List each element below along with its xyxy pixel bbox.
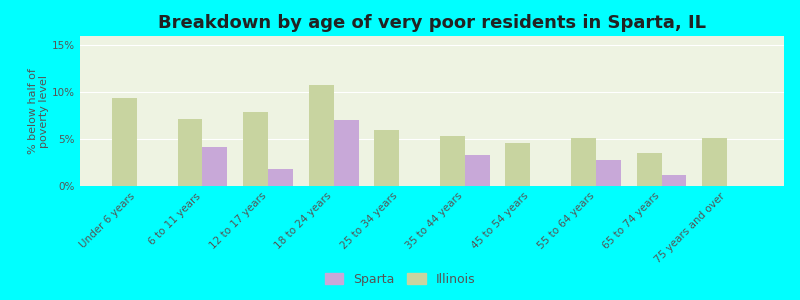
Bar — [309, 85, 334, 186]
Bar — [571, 138, 596, 186]
Bar — [465, 155, 490, 186]
Bar — [334, 120, 358, 186]
Bar — [112, 98, 137, 186]
Bar — [440, 136, 465, 186]
Y-axis label: % below half of
poverty level: % below half of poverty level — [28, 68, 50, 154]
Bar — [268, 169, 293, 186]
Bar — [662, 175, 686, 186]
Bar — [637, 153, 662, 186]
Bar — [596, 160, 621, 186]
Bar — [374, 130, 399, 186]
Bar — [202, 147, 227, 186]
Bar — [702, 138, 727, 186]
Bar — [506, 143, 530, 186]
Bar — [243, 112, 268, 186]
Legend: Sparta, Illinois: Sparta, Illinois — [319, 268, 481, 291]
Title: Breakdown by age of very poor residents in Sparta, IL: Breakdown by age of very poor residents … — [158, 14, 706, 32]
Bar — [178, 118, 202, 186]
